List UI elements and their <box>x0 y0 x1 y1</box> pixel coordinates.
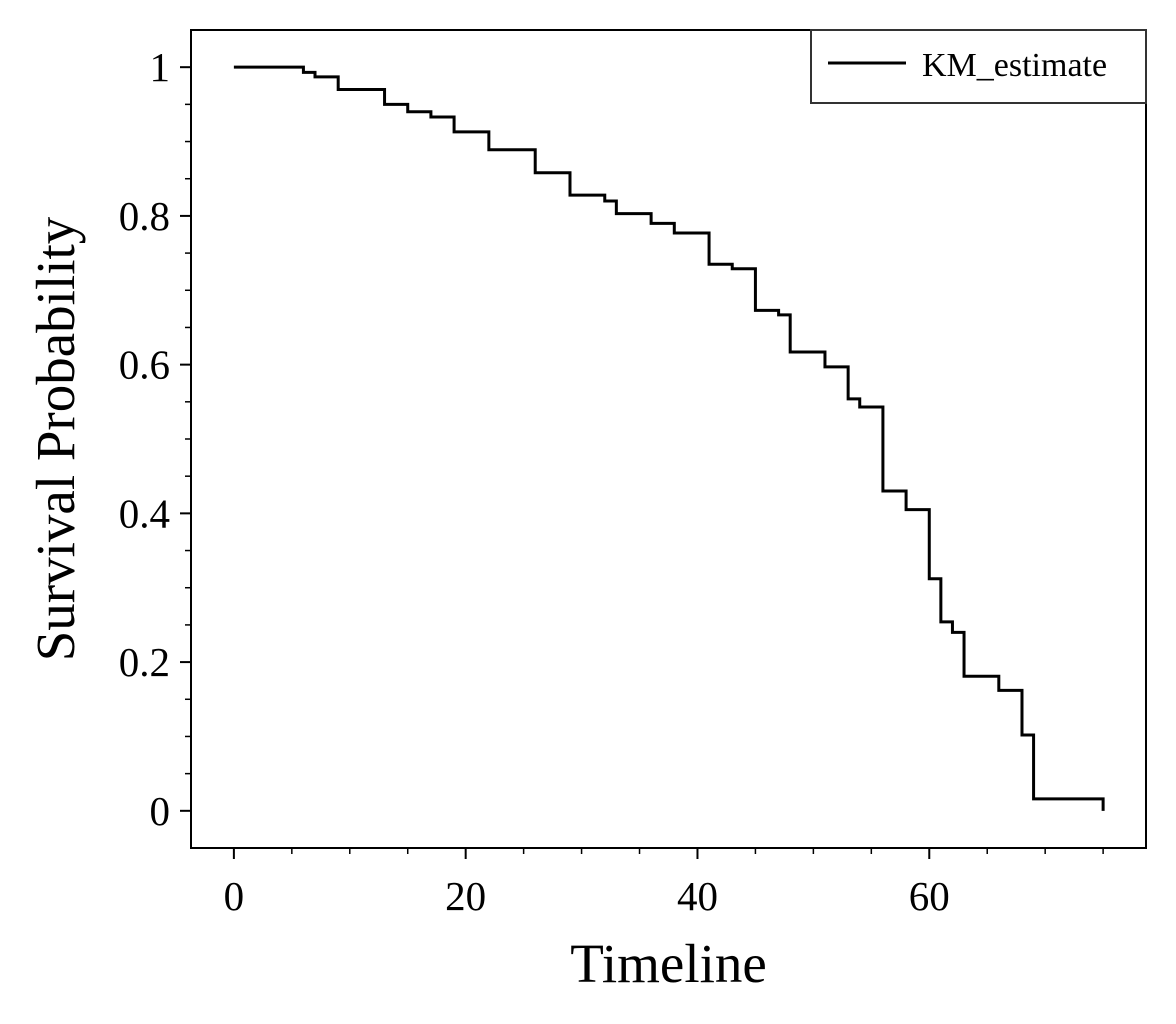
legend-label-km-estimate: KM_estimate <box>922 47 1107 84</box>
y-tick-label: 0.6 <box>119 342 170 388</box>
y-tick-label: 0.2 <box>119 639 170 685</box>
x-tick-label: 0 <box>224 873 245 919</box>
x-tick-label: 40 <box>677 873 718 919</box>
x-axis-label: Timeline <box>570 933 767 994</box>
y-tick-label: 0.8 <box>119 193 170 239</box>
y-tick-label: 0 <box>150 788 171 834</box>
legend: KM_estimate <box>810 29 1147 104</box>
y-tick-label: 1 <box>150 44 171 90</box>
series-km-estimate-line <box>233 65 1105 811</box>
plot-frame <box>190 29 1147 849</box>
x-tick-label: 20 <box>445 873 486 919</box>
tick-labels: 0 20 40 60 0 0.2 0.4 0.6 0.8 1 <box>119 44 950 919</box>
x-tick-label: 60 <box>909 873 950 919</box>
tick-marks <box>180 66 1104 859</box>
y-tick-label: 0.4 <box>119 490 170 536</box>
y-axis-label: Survival Probability <box>25 216 86 661</box>
legend-box <box>810 29 1147 104</box>
